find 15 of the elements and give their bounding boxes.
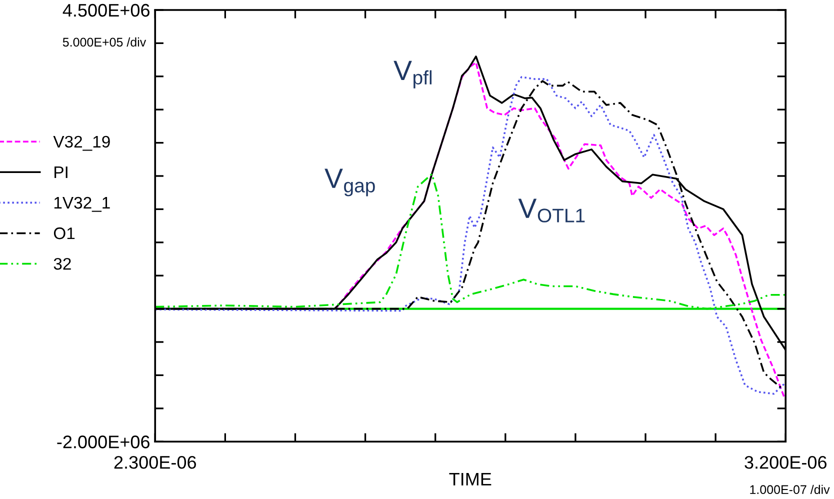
legend-label: PI	[54, 166, 68, 178]
text: 1.000E-07 /div	[750, 484, 830, 494]
y-tick-label: -2.000E+06	[57, 436, 150, 448]
text: 5.000E+05 /div	[62, 37, 146, 47]
legend-label: 32	[54, 258, 71, 270]
legend-label: 1V32_1	[54, 196, 110, 212]
x-axis-title: TIME	[449, 473, 492, 486]
legend-label: V32_19	[53, 136, 110, 151]
x-tick-label: 3.200E-06	[744, 456, 826, 469]
legend-label: O1	[54, 227, 75, 240]
annotation: V$_{gap}$	[324, 168, 375, 196]
x-tick-label: 2.300E-06	[114, 456, 196, 469]
y-tick-label: 4.500E+06	[62, 4, 150, 17]
annotation: V$_{pfl}$	[394, 60, 432, 88]
annotation: V$_{OTL1}$	[518, 198, 585, 222]
